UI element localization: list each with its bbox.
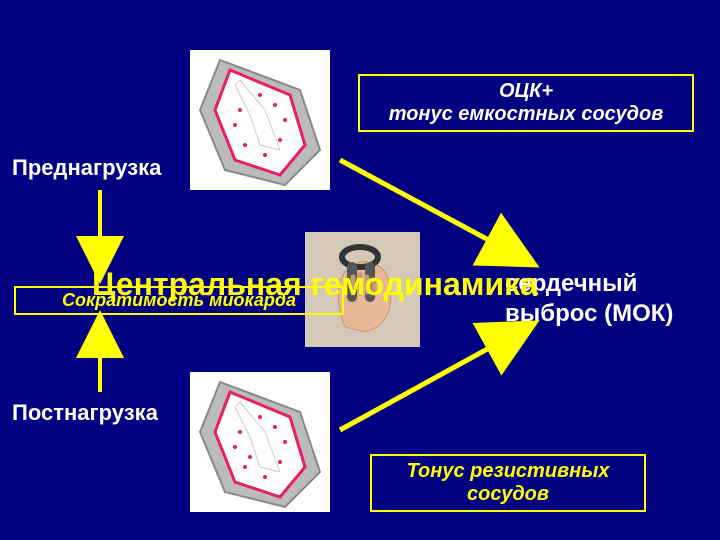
main-title: Центральная гемодинамика	[92, 266, 538, 303]
bottom-box-line2: сосудов	[380, 483, 636, 506]
top-box-line2: тонус емкостных сосудов	[368, 103, 684, 126]
top-box: ОЦК+ тонус емкостных сосудов	[358, 74, 694, 132]
bottom-box: Тонус резистивных сосудов	[370, 454, 646, 512]
preload-label: Преднагрузка	[12, 155, 161, 181]
cardiac-output-line2: выброс (МОК)	[505, 300, 673, 328]
heart-top-image	[190, 50, 320, 180]
heart-bottom-image	[190, 372, 320, 502]
afterload-label: Постнагрузка	[12, 400, 158, 426]
top-box-line1: ОЦК+	[368, 80, 684, 103]
bottom-box-line1: Тонус резистивных	[380, 460, 636, 483]
